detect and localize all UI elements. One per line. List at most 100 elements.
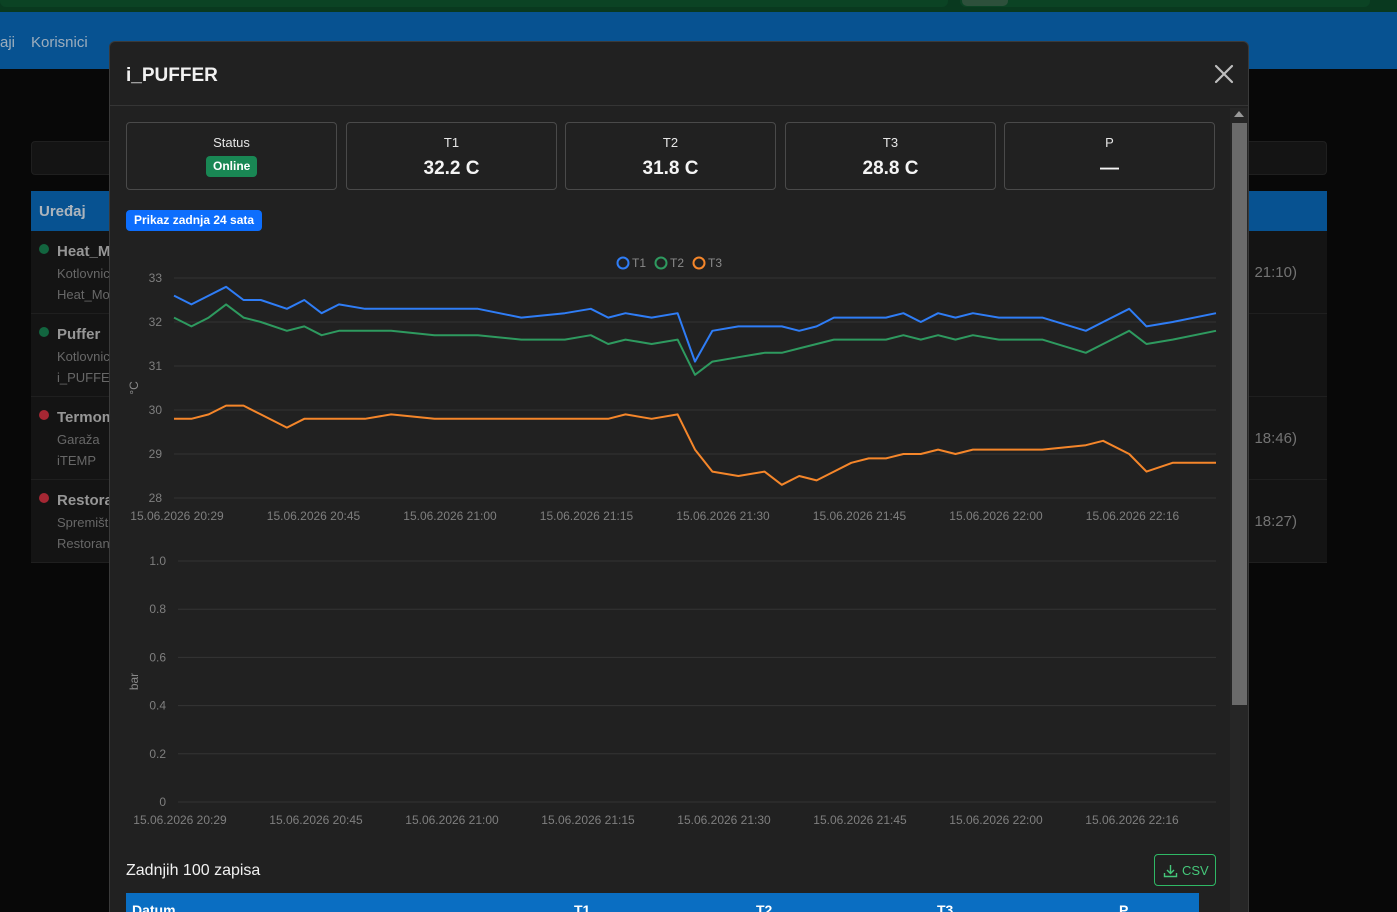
legend-item-t3[interactable]: T3 <box>692 256 723 270</box>
browser-tab[interactable] <box>962 0 1008 6</box>
x-tick-label: 15.06.2026 21:45 <box>813 509 907 523</box>
device-location: Kotlovnic <box>57 266 110 281</box>
range-badge: Prikaz zadnja 24 sata <box>126 210 263 231</box>
temperature-chart: 28 29 30 31 32 33 °C 15.06.2026 20:29 15.06.2026… <box>127 256 1217 523</box>
status-badge: Online <box>206 156 258 177</box>
column-header-p: P <box>1119 902 1129 912</box>
legend-marker-icon <box>616 256 630 270</box>
device-id: iTEMP <box>57 453 96 468</box>
close-button[interactable] <box>1212 62 1236 86</box>
y-tick-label: 33 <box>149 271 163 285</box>
x-tick-label: 15.06.2026 21:30 <box>676 509 770 523</box>
modal-header: i_PUFFER <box>110 42 1248 106</box>
status-label: Status <box>213 135 250 150</box>
legend-label: T2 <box>670 256 684 270</box>
column-header-device: Uređaj <box>39 203 86 220</box>
device-id: Heat_Mo <box>57 287 110 302</box>
x-tick-label: 15.06.2026 20:29 <box>130 509 224 523</box>
status-dot-icon <box>39 493 49 503</box>
legend-label: T3 <box>708 256 722 270</box>
y-tick-label: 29 <box>149 447 163 461</box>
legend-item-t2[interactable]: T2 <box>654 256 685 270</box>
t3-card: T3 28.8 C <box>785 122 996 190</box>
p-card: P — <box>1004 122 1215 190</box>
t3-label: T3 <box>882 135 899 150</box>
legend-item-t1[interactable]: T1 <box>616 256 647 270</box>
records-title: Zadnjih 100 zapisa <box>126 862 261 879</box>
status-dot-icon <box>39 327 49 337</box>
column-header-t3: T3 <box>937 902 954 912</box>
nav-link-partial[interactable]: aji <box>0 34 16 51</box>
csv-download-button[interactable]: CSV <box>1154 854 1216 886</box>
nav-link-korisnici[interactable]: Korisnici <box>31 34 88 51</box>
status-dot-icon <box>39 410 49 420</box>
close-icon <box>1214 64 1234 84</box>
t1-label: T1 <box>443 135 460 150</box>
download-icon <box>1163 865 1178 878</box>
y-tick-label: 30 <box>149 403 163 417</box>
p-label: P <box>1105 135 1114 150</box>
x-tick-label: 15.06.2026 20:45 <box>269 813 363 827</box>
y-tick-label: 0 <box>159 795 166 809</box>
device-last-seen: 18:46) <box>1254 430 1297 447</box>
device-modal: i_PUFFER Status Online T1 32.2 C T2 31.8… <box>109 41 1249 912</box>
x-tick-label: 15.06.2026 21:00 <box>403 509 497 523</box>
device-location: Garaža <box>57 432 100 447</box>
device-name[interactable]: Puffer <box>57 326 101 343</box>
status-dot-icon <box>39 244 49 254</box>
device-location: Kotlovnic <box>57 349 110 364</box>
x-tick-label: 15.06.2026 22:00 <box>949 509 1043 523</box>
status-card: Status Online <box>126 122 337 190</box>
column-header-datum: Datum <box>132 902 176 912</box>
y-tick-label: 28 <box>149 491 163 505</box>
t2-card: T2 31.8 C <box>565 122 776 190</box>
x-tick-label: 15.06.2026 22:16 <box>1085 813 1179 827</box>
device-name[interactable]: Termom <box>57 409 116 426</box>
t3-value: 28.8 C <box>862 158 919 179</box>
browser-address-bar[interactable] <box>0 0 948 7</box>
t2-value: 31.8 C <box>642 158 699 179</box>
legend-marker-icon <box>692 256 706 270</box>
x-tick-label: 15.06.2026 21:45 <box>813 813 907 827</box>
x-tick-label: 15.06.2026 20:29 <box>133 813 227 827</box>
t2-label: T2 <box>662 135 679 150</box>
x-tick-label: 15.06.2026 21:00 <box>405 813 499 827</box>
series-line-t1 <box>173 285 1217 363</box>
device-id: i_PUFFER <box>57 370 120 385</box>
series-line-t2 <box>173 303 1217 376</box>
y-tick-label: 0.2 <box>149 747 166 761</box>
device-id: Restoran <box>57 536 110 551</box>
records-table-header: Datum T1 T2 T3 P <box>126 893 1199 912</box>
x-tick-label: 15.06.2026 22:00 <box>949 813 1043 827</box>
y-tick-label: 0.6 <box>149 650 166 664</box>
scrollbar-thumb[interactable] <box>1232 123 1247 705</box>
modal-scrollbar[interactable] <box>1230 108 1248 912</box>
y-tick-label: 0.4 <box>149 699 166 713</box>
column-header-t1: T1 <box>574 902 591 912</box>
y-tick-label: 32 <box>149 315 163 329</box>
column-header-t2: T2 <box>756 902 773 912</box>
p-value: — <box>1100 158 1119 179</box>
legend-marker-icon <box>654 256 668 270</box>
device-last-seen: 18:27) <box>1254 513 1297 530</box>
modal-title: i_PUFFER <box>126 65 218 86</box>
x-tick-label: 15.06.2026 22:16 <box>1086 509 1180 523</box>
y-tick-label: 1.0 <box>149 554 166 568</box>
device-name[interactable]: Heat_M <box>57 243 111 260</box>
y-axis-label: °C <box>127 381 141 395</box>
x-tick-label: 15.06.2026 21:15 <box>541 813 635 827</box>
t1-value: 32.2 C <box>423 158 480 179</box>
device-name[interactable]: Restora <box>57 492 113 509</box>
x-tick-label: 15.06.2026 21:15 <box>540 509 634 523</box>
y-tick-label: 0.8 <box>149 602 166 616</box>
t1-card: T1 32.2 C <box>346 122 557 190</box>
device-last-seen: 21:10) <box>1254 264 1297 281</box>
scroll-up-arrow-icon[interactable] <box>1234 111 1244 117</box>
browser-tab-strip[interactable] <box>960 0 1370 7</box>
browser-top-strip <box>0 0 1397 12</box>
device-location: Spremišt <box>57 515 109 530</box>
series-line-t3 <box>174 404 1216 486</box>
csv-label: CSV <box>1182 863 1209 878</box>
pressure-chart: 0 0.2 0.4 0.6 0.8 1.0 bar 15.06.2026 20:29 15.06… <box>127 554 1216 827</box>
y-axis-label: bar <box>127 673 141 690</box>
